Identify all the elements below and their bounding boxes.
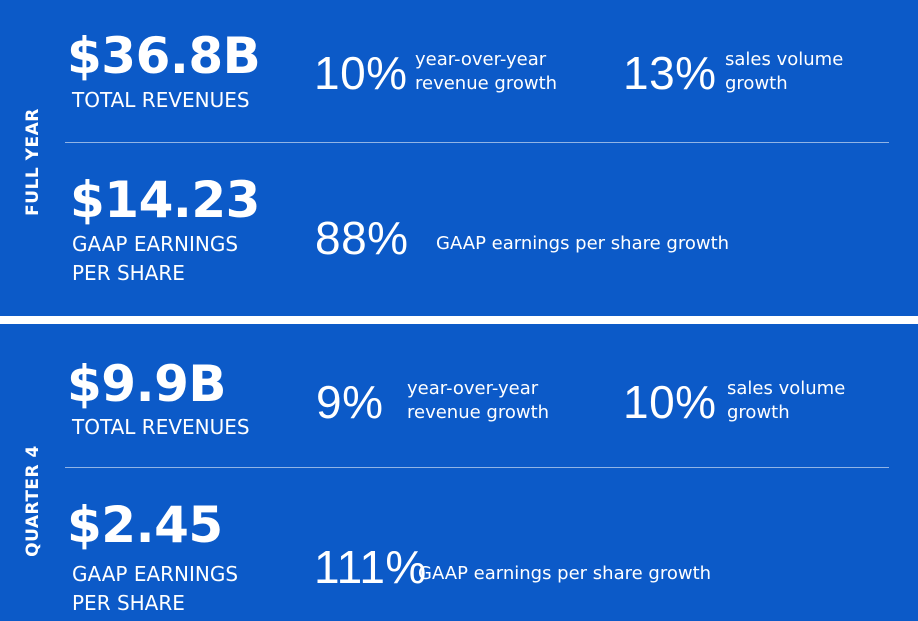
fy-total-revenues-value: $36.8B: [67, 27, 261, 85]
q4-eps-caption-line1: GAAP EARNINGS: [72, 562, 239, 586]
q4-total-revenues-value: $9.9B: [67, 355, 226, 413]
q4-eps-growth-percent: 111%: [314, 541, 427, 593]
q4-divider: [65, 467, 889, 468]
q4-revenue-growth-line1: year-over-year: [407, 378, 539, 399]
fy-revenue-growth-label: year-over-year revenue growth: [415, 48, 557, 96]
full-year-label: FULL YEAR: [23, 108, 43, 216]
fy-sales-volume-percent: 13%: [623, 47, 717, 99]
fy-divider: [65, 142, 889, 143]
fy-total-revenues-caption: TOTAL REVENUES: [72, 88, 250, 112]
quarter4-panel: QUARTER 4 $9.9B TOTAL REVENUES 9% year-o…: [0, 324, 918, 621]
q4-revenue-growth-line2: revenue growth: [407, 402, 550, 423]
fy-revenue-growth-percent: 10%: [314, 47, 408, 99]
q4-eps-value: $2.45: [67, 496, 223, 554]
q4-total-revenues-caption: TOTAL REVENUES: [72, 415, 250, 439]
q4-revenue-growth-percent: 9%: [316, 376, 384, 428]
fy-sales-volume-line1: sales volume: [725, 49, 844, 70]
q4-eps-growth-label: GAAP earnings per share growth: [418, 563, 712, 584]
full-year-panel: FULL YEAR $36.8B TOTAL REVENUES 10% year…: [0, 0, 918, 316]
fy-eps-growth-label: GAAP earnings per share growth: [436, 233, 730, 254]
q4-sales-volume-label: sales volume growth: [727, 377, 845, 425]
fy-sales-volume-line2: growth: [725, 73, 788, 94]
q4-sales-volume-line2: growth: [727, 402, 790, 423]
fy-revenue-growth-line2: revenue growth: [415, 73, 558, 94]
fy-eps-value: $14.23: [70, 171, 260, 229]
quarter4-label: QUARTER 4: [23, 445, 43, 557]
q4-revenue-growth-label: year-over-year revenue growth: [407, 377, 549, 425]
q4-sales-volume-line1: sales volume: [727, 378, 846, 399]
q4-eps-caption: GAAP EARNINGS PER SHARE: [72, 560, 238, 618]
fy-eps-caption-line1: GAAP EARNINGS: [72, 232, 239, 256]
q4-sales-volume-percent: 10%: [623, 376, 717, 428]
fy-eps-caption-line2: PER SHARE: [72, 261, 185, 285]
fy-eps-caption: GAAP EARNINGS PER SHARE: [72, 230, 238, 288]
fy-eps-growth-percent: 88%: [315, 212, 409, 264]
fy-sales-volume-label: sales volume growth: [725, 48, 843, 96]
q4-eps-caption-line2: PER SHARE: [72, 591, 185, 615]
fy-revenue-growth-line1: year-over-year: [415, 49, 547, 70]
